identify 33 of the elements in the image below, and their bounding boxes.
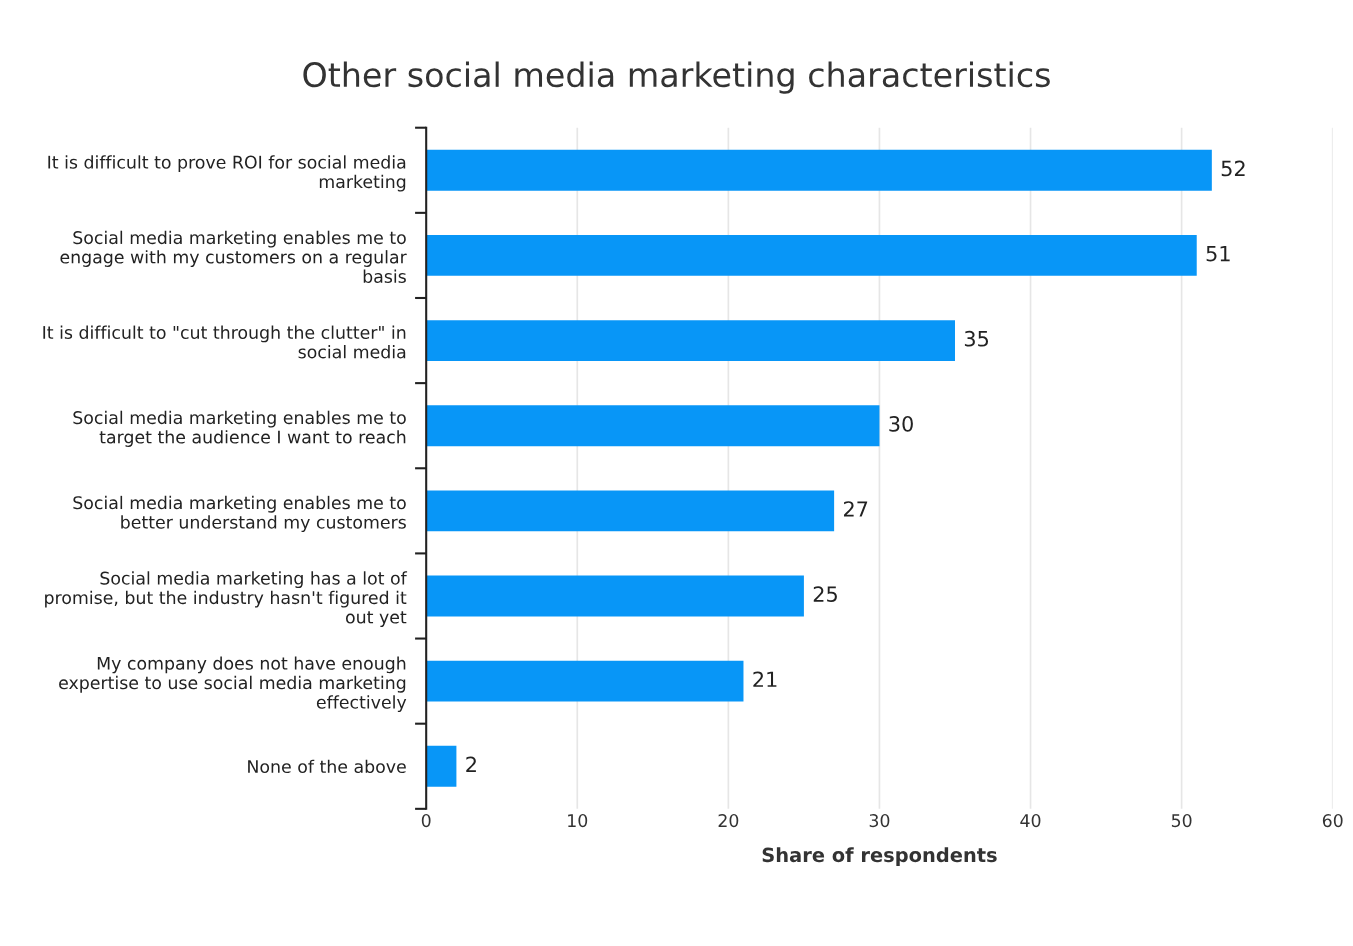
- x-tick-label: 30: [869, 814, 890, 828]
- x-tick-label: 0: [421, 814, 431, 828]
- x-tick-label: 20: [718, 814, 739, 828]
- y-tick-label: It is difficult to prove ROI for social media marketing: [48, 155, 406, 192]
- x-tick-label: 40: [1020, 814, 1041, 828]
- data-label: 30: [889, 415, 913, 432]
- bar: [426, 320, 955, 361]
- x-tick-label: 60: [1322, 814, 1343, 828]
- y-tick-label: Social media marketing enables me to engage with my customers on a regular basis: [60, 230, 407, 284]
- x-tick-label: 10: [568, 814, 588, 828]
- data-label: 35: [964, 330, 989, 347]
- y-tick-label: Social media marketing has a lot of promise, but the industry hasn't figured it out yet: [45, 571, 408, 627]
- y-tick-label: Social media marketing enables me to target the audience I want to reach: [73, 410, 406, 447]
- data-label: 2: [466, 756, 476, 773]
- bar: [426, 575, 804, 617]
- bar: [426, 490, 835, 532]
- bar: [426, 234, 1197, 276]
- bar: [426, 149, 1212, 191]
- x-axis-title: Share of respondents: [762, 847, 997, 866]
- chart-title: Other social media marketing characteristics: [303, 61, 1050, 94]
- data-label: 27: [843, 501, 868, 517]
- bar: [426, 405, 880, 447]
- data-label: 21: [753, 671, 777, 687]
- y-tick-label: It is difficult to "cut through the clutter" in social media: [43, 325, 406, 359]
- y-tick-label: My company does not have enough expertise to use social media marketing effectively: [59, 656, 407, 713]
- data-label: 51: [1206, 245, 1230, 262]
- data-label: 52: [1221, 160, 1245, 177]
- bar: [426, 745, 457, 787]
- data-label: 25: [813, 586, 837, 603]
- bar: [426, 660, 744, 702]
- x-tick-label: 50: [1171, 814, 1192, 828]
- y-tick-label: None of the above: [248, 759, 406, 774]
- y-tick-label: Social media marketing enables me to better understand my customers: [73, 495, 406, 533]
